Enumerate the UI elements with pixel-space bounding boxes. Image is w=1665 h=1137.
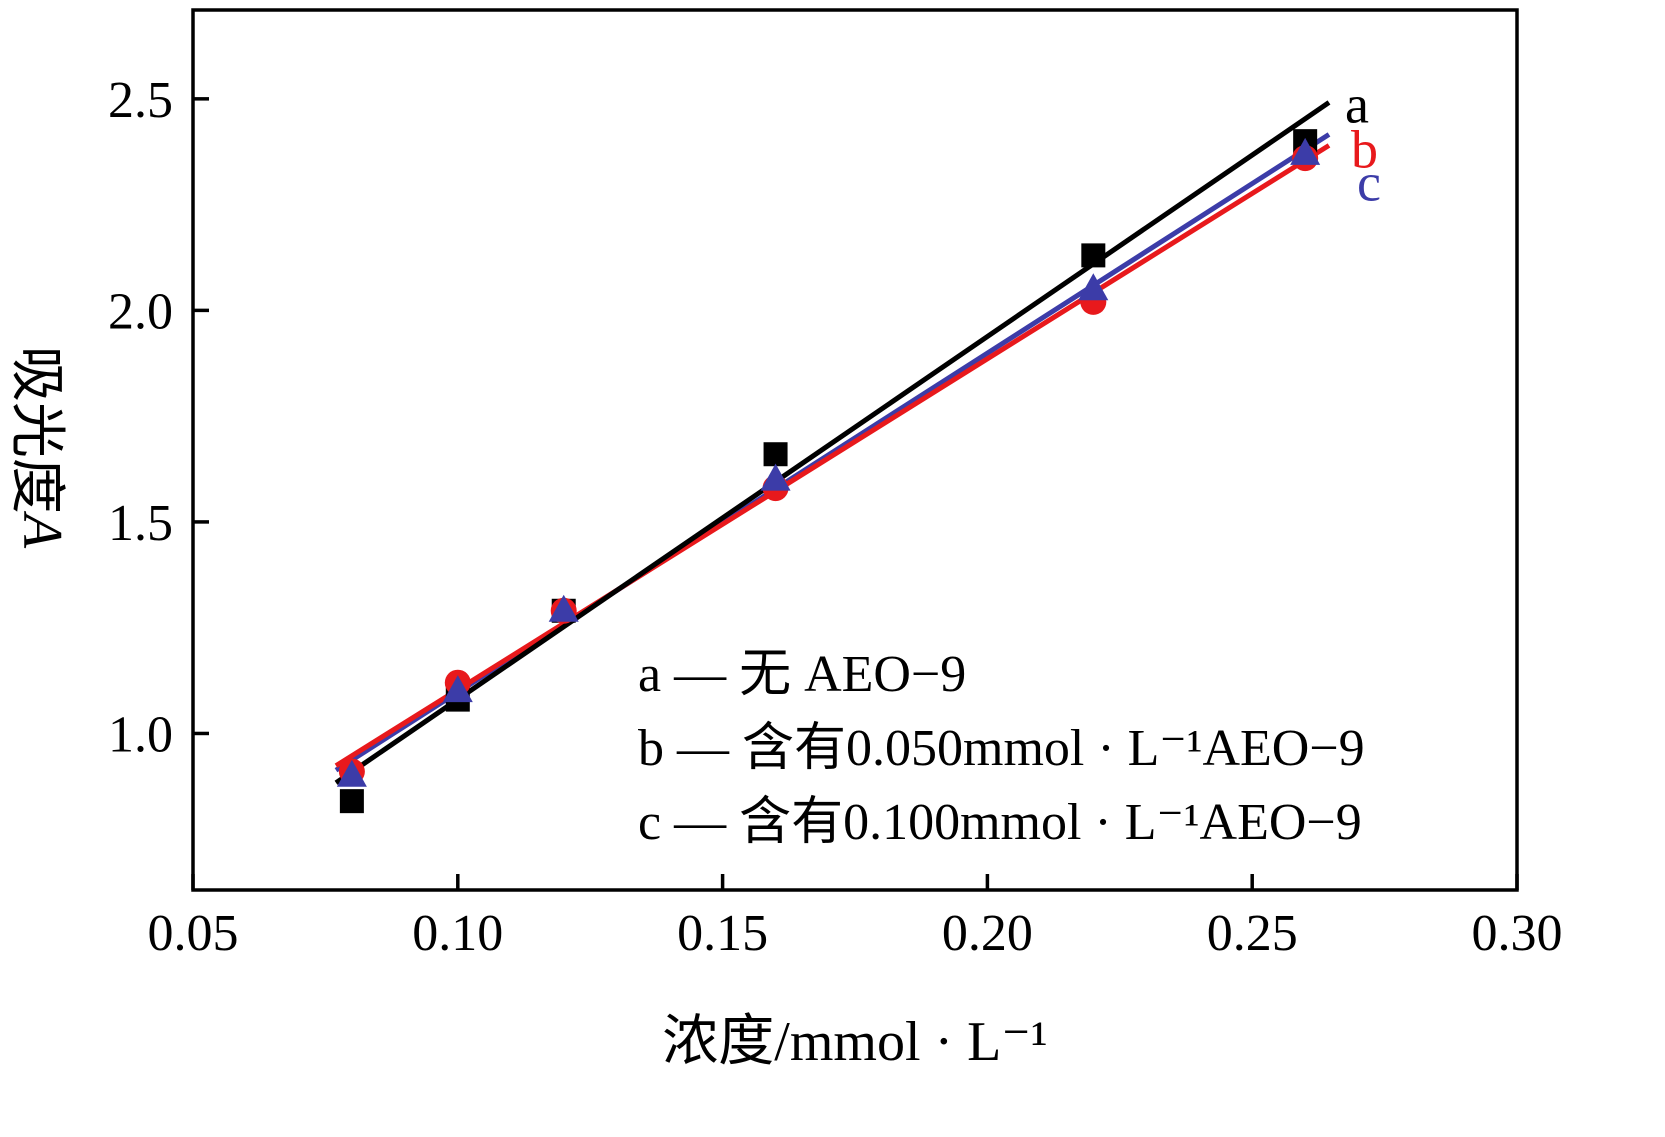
legend-item-a: a — 无 AEO−9 [638, 646, 967, 703]
marker-square-a [763, 442, 788, 467]
marker-triangle-c [548, 594, 579, 622]
y-axis-title-italic: A [11, 513, 73, 549]
marker-triangle-c [760, 463, 791, 491]
plot-border [191, 8, 1519, 892]
y-axis-title: 吸光度 A [6, 247, 74, 647]
y-tick-label: 1.0 [108, 706, 173, 763]
x-tick-label: 0.20 [942, 905, 1033, 962]
legend-item-c: c — 含有0.100mmol · L⁻¹AEO−9 [638, 794, 1362, 851]
marker-square-a [339, 789, 364, 814]
y-tick-label: 2.5 [108, 72, 173, 129]
x-tick-label: 0.05 [148, 905, 239, 962]
y-tick-label: 1.5 [108, 495, 173, 552]
x-tick-label: 0.25 [1207, 905, 1298, 962]
series-end-label-b: b [1351, 119, 1378, 179]
x-tick-label: 0.30 [1472, 905, 1563, 962]
marker-triangle-c [1290, 137, 1321, 165]
marker-triangle-c [336, 759, 367, 787]
marker-triangle-c [442, 675, 473, 703]
fit-line-a [334, 100, 1331, 785]
fit-line-b [334, 143, 1331, 768]
legend-item-b: b — 含有0.050mmol · L⁻¹AEO−9 [638, 720, 1365, 777]
series-end-label-c: c [1357, 152, 1381, 212]
marker-triangle-c [1078, 273, 1109, 301]
x-tick-label: 0.10 [412, 905, 503, 962]
series-end-label-a: a [1345, 74, 1369, 134]
legend: a — 无 AEO−9 b — 含有0.050mmol · L⁻¹AEO−9 c… [638, 638, 1365, 860]
x-axis-title: 浓度/mmol · L⁻¹ [662, 1011, 1048, 1073]
y-tick-label: 2.0 [108, 283, 173, 340]
y-axis-title-text: 吸光度 [5, 345, 68, 514]
x-tick-label: 0.15 [677, 905, 768, 962]
marker-square-a [1081, 243, 1106, 268]
